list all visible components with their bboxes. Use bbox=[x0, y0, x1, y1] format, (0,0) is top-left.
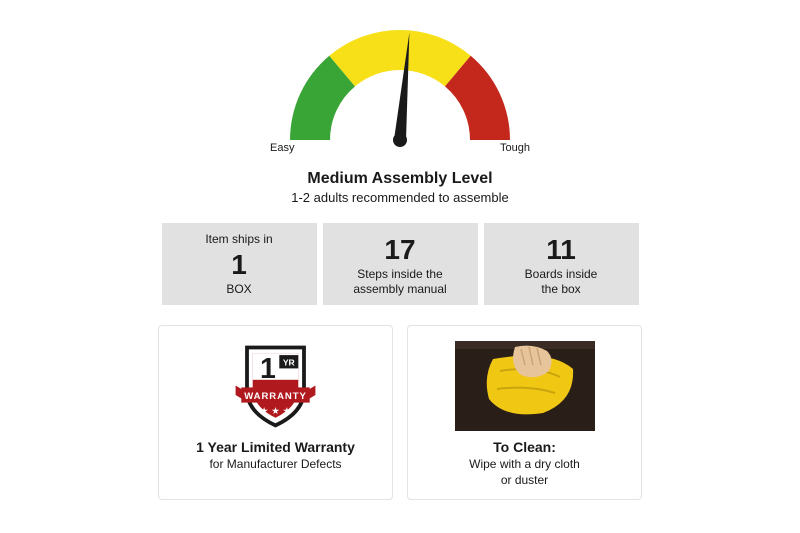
svg-text:★: ★ bbox=[283, 406, 292, 417]
svg-text:WARRANTY: WARRANTY bbox=[244, 391, 307, 402]
stat-label: Item ships in bbox=[205, 232, 272, 247]
svg-text:★: ★ bbox=[260, 406, 269, 417]
stat-label: BOX bbox=[226, 282, 251, 297]
cleaning-image bbox=[455, 338, 595, 433]
assembly-level-title: Medium Assembly Level bbox=[307, 170, 492, 188]
warranty-title: 1 Year Limited Warranty bbox=[196, 439, 355, 455]
svg-text:YR: YR bbox=[283, 358, 295, 368]
stat-value: 1 bbox=[231, 247, 247, 282]
cleaning-subtitle: Wipe with a dry cloth or duster bbox=[469, 457, 580, 488]
cleaning-card: To Clean: Wipe with a dry cloth or duste… bbox=[407, 325, 642, 500]
cleaning-title: To Clean: bbox=[493, 439, 556, 455]
stat-box-steps: 17 Steps inside the assembly manual bbox=[323, 223, 478, 305]
stat-label: the box bbox=[541, 282, 580, 297]
warranty-badge-icon: 1YRWARRANTY★★★ bbox=[228, 338, 323, 433]
stat-label: Steps inside the bbox=[357, 267, 442, 282]
assembly-gauge: Easy Tough bbox=[260, 20, 540, 165]
gauge-label-easy: Easy bbox=[270, 142, 294, 154]
stat-box-shipping: Item ships in 1 BOX bbox=[162, 223, 317, 305]
info-cards-row: 1YRWARRANTY★★★ 1 Year Limited Warranty f… bbox=[158, 325, 642, 500]
stat-box-boards: 11 Boards inside the box bbox=[484, 223, 639, 305]
stat-value: 17 bbox=[384, 232, 415, 267]
warranty-subtitle: for Manufacturer Defects bbox=[209, 457, 341, 473]
stat-label: Boards inside bbox=[525, 267, 598, 282]
stat-value: 11 bbox=[546, 232, 576, 267]
gauge-label-tough: Tough bbox=[500, 142, 530, 154]
stat-label: assembly manual bbox=[353, 282, 446, 297]
gauge-svg bbox=[270, 20, 530, 150]
cleaning-sub-line2: or duster bbox=[501, 473, 548, 487]
cleaning-sub-line1: Wipe with a dry cloth bbox=[469, 457, 580, 471]
gauge-labels: Easy Tough bbox=[270, 142, 530, 154]
svg-text:★: ★ bbox=[271, 406, 280, 417]
stats-row: Item ships in 1 BOX 17 Steps inside the … bbox=[162, 223, 639, 305]
warranty-card: 1YRWARRANTY★★★ 1 Year Limited Warranty f… bbox=[158, 325, 393, 500]
svg-text:1: 1 bbox=[260, 353, 276, 385]
assembly-level-subtitle: 1-2 adults recommended to assemble bbox=[291, 190, 509, 205]
